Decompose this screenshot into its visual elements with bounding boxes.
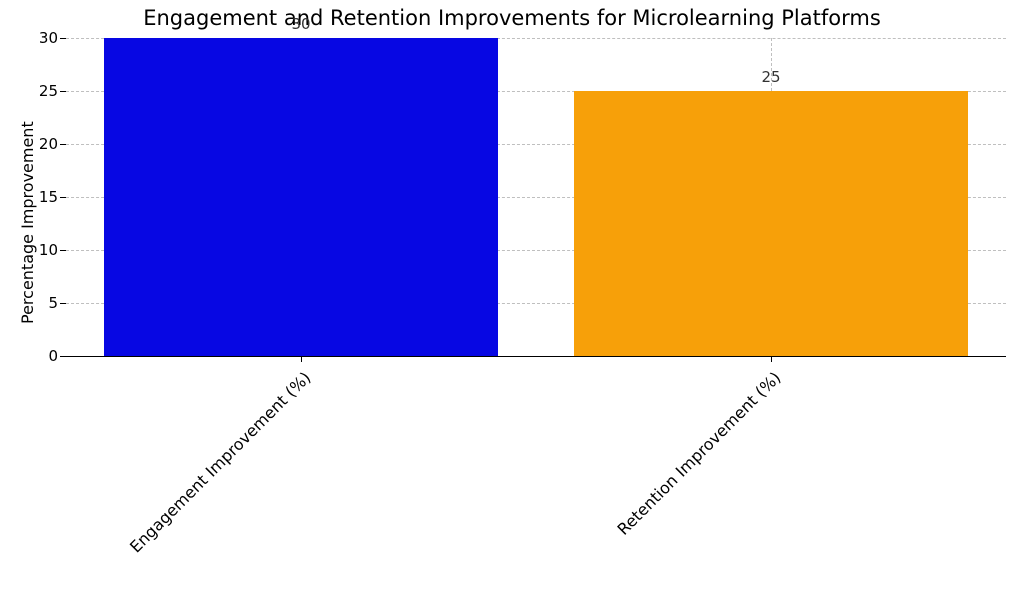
y-tick-mark [60, 91, 66, 92]
bar-value-label: 30 [291, 15, 310, 33]
y-tick-label: 10 [18, 241, 58, 259]
x-tick-mark [301, 356, 302, 362]
y-tick-label: 20 [18, 135, 58, 153]
y-tick-mark [60, 144, 66, 145]
chart-title: Engagement and Retention Improvements fo… [0, 6, 1024, 30]
y-tick-mark [60, 250, 66, 251]
x-tick-label: Engagement Improvement (%) [126, 368, 314, 556]
y-tick-label: 30 [18, 29, 58, 47]
y-tick-mark [60, 197, 66, 198]
y-tick-label: 0 [18, 347, 58, 365]
y-tick-label: 5 [18, 294, 58, 312]
x-tick-mark [771, 356, 772, 362]
x-tick-label: Retention Improvement (%) [614, 368, 785, 539]
bar [574, 91, 969, 356]
plot-area [66, 38, 1006, 357]
y-tick-label: 15 [18, 188, 58, 206]
chart-container: Engagement and Retention Improvements fo… [0, 0, 1024, 612]
bar-value-label: 25 [761, 68, 780, 86]
y-tick-mark [60, 38, 66, 39]
y-tick-label: 25 [18, 82, 58, 100]
y-tick-mark [60, 356, 66, 357]
bar [104, 38, 499, 356]
y-tick-mark [60, 303, 66, 304]
